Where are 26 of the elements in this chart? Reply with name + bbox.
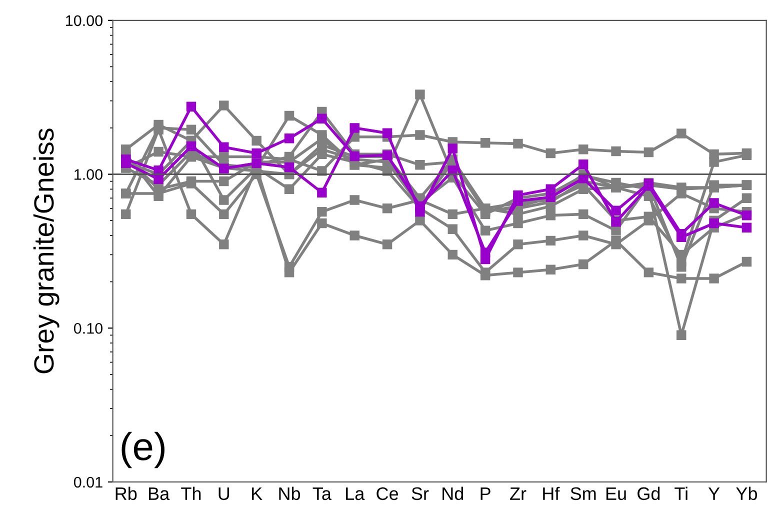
x-tick-label: Zr [510,487,526,500]
x-tick-label: La [346,487,365,500]
x-tick-label: Sm [570,487,596,500]
y-tick-label: 0.01 [74,476,102,488]
x-tick-label: Ta [312,487,332,500]
x-tick-label: Gd [638,486,660,500]
x-tick-label: K [252,487,262,500]
x-tick-label: Rb [116,486,137,500]
x-tick-label: Hf [543,486,560,500]
x-tick-label: Th [181,486,201,500]
x-tick-label: U [218,487,230,500]
x-tick-label: Eu [606,487,626,500]
annotation: (e) [122,432,164,468]
x-tick-label: Y [708,487,720,500]
x-tick-label: Yb [736,486,758,500]
y-axis-title: Grey granite/Gneiss [33,128,60,374]
x-tick-label: Ce [376,487,398,500]
x-tick-label: Sr [412,487,429,500]
x-tick-label: Ba [148,487,170,500]
x-tick-label: Ti [674,486,688,500]
x-tick-label: Nb [279,486,300,500]
y-tick-label: 0.10 [74,322,102,334]
x-tick-label: P [480,487,490,500]
y-tick-label: 10.00 [66,15,102,26]
y-tick-label: 1.00 [74,169,102,180]
x-tick-label: Nd [442,486,464,500]
